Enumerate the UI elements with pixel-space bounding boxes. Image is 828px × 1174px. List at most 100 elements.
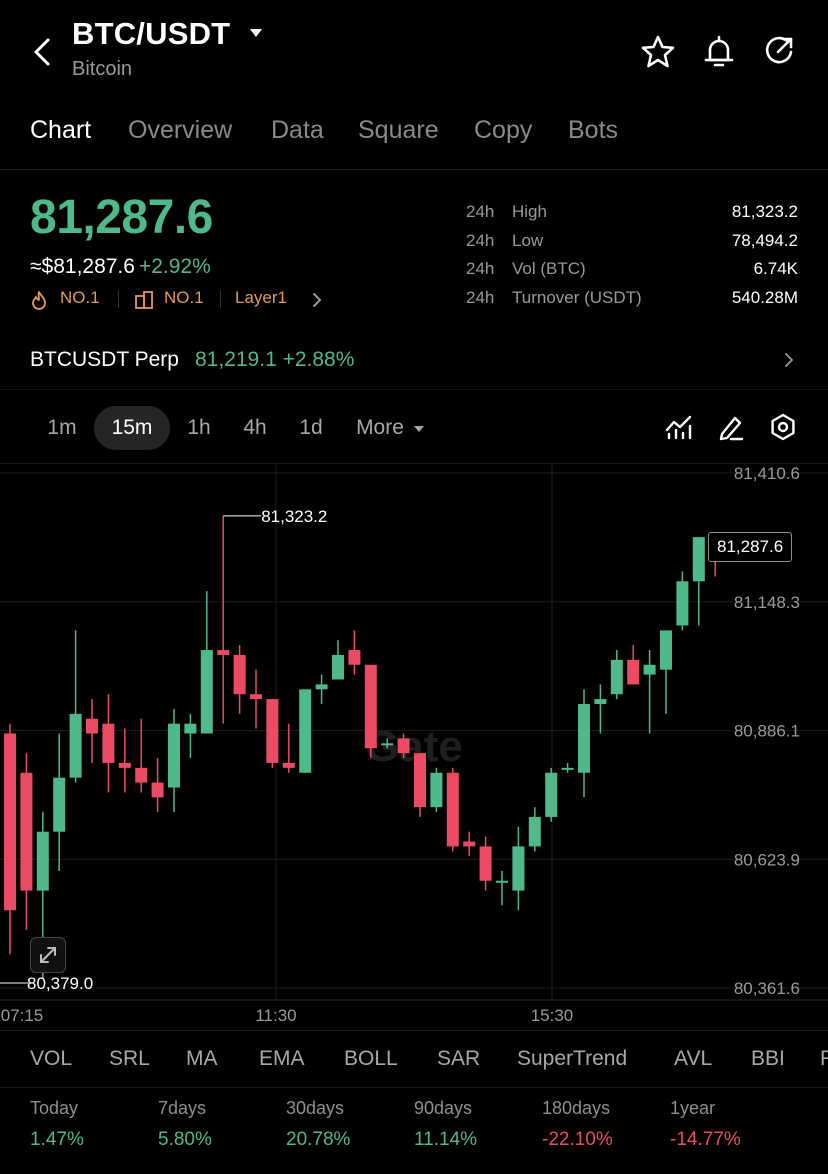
tab-data[interactable]: Data (271, 116, 324, 144)
timeframe-1d[interactable]: 1d (299, 416, 323, 439)
candle-body (627, 659, 640, 685)
candle-body (151, 782, 164, 798)
x-tick-label: 15:30 (531, 1006, 574, 1025)
candle-body (282, 762, 295, 768)
candle-body (69, 713, 82, 778)
candle (266, 699, 279, 768)
indicator-sar[interactable]: SAR (437, 1047, 481, 1070)
indicator-ma[interactable]: MA (186, 1047, 218, 1070)
candle (4, 723, 16, 955)
perp-row[interactable]: BTCUSDT Perp 81,219.1 +2.88% (0, 330, 828, 390)
performance-label: 180days (542, 1098, 611, 1118)
candles (4, 515, 722, 979)
expand-icon[interactable] (30, 937, 66, 973)
tab-bots[interactable]: Bots (568, 116, 619, 144)
y-tick-label: 80,361.6 (734, 979, 800, 998)
rank-tag-sector: NO.1 (164, 288, 204, 307)
stat-row: 24h Vol (BTC) 6.74K (466, 259, 798, 288)
y-tick-label: 80,623.9 (734, 850, 800, 869)
candle (643, 650, 656, 734)
back-icon[interactable] (28, 32, 56, 72)
indicator-more[interactable]: R (820, 1047, 828, 1071)
timeframe-1h[interactable]: 1h (187, 416, 211, 439)
candle-body (692, 537, 705, 582)
candle (20, 753, 33, 930)
tab-square[interactable]: Square (358, 116, 439, 144)
candle-body (446, 772, 459, 847)
candle-body (528, 816, 541, 847)
settings-icon[interactable] (768, 412, 798, 442)
indicator-ema[interactable]: EMA (259, 1047, 305, 1070)
caret-down-icon[interactable] (412, 424, 426, 434)
pair-title[interactable]: BTC/USDT (72, 16, 231, 51)
chart-canvas[interactable]: Gate 81,323.280,379.0 81,410.681,148.380… (0, 465, 828, 1030)
chevron-right-icon (313, 293, 321, 307)
usd-value: ≈$81,287.6 (30, 255, 135, 278)
candle (118, 728, 131, 793)
tag-divider (220, 290, 221, 308)
candle (610, 650, 623, 700)
stat-value: 78,494.2 (731, 230, 798, 250)
price-change: +2.92% (138, 255, 211, 278)
candle-body (660, 630, 672, 670)
candle (200, 591, 213, 734)
candle (414, 753, 426, 817)
stat-period: 24h (466, 230, 495, 250)
candle (217, 515, 230, 724)
candle (578, 689, 590, 798)
tab-chart[interactable]: Chart (30, 116, 92, 144)
candle (53, 733, 66, 871)
star-icon[interactable] (640, 34, 676, 70)
timeframe-15m[interactable]: 15m (94, 406, 170, 450)
candle (528, 807, 541, 852)
share-icon[interactable] (761, 34, 797, 70)
draw-pen-icon[interactable] (716, 412, 746, 442)
candle (496, 870, 508, 906)
performance-label: 7days (158, 1098, 207, 1118)
candle-body (348, 650, 361, 665)
stat-value: 6.74K (753, 259, 798, 278)
indicator-avl[interactable]: AVL (674, 1047, 713, 1070)
performance-label: Today (30, 1098, 79, 1118)
indicator-vol[interactable]: VOL (30, 1047, 73, 1070)
last-price: 81,287.6 (30, 191, 213, 244)
rank-tag-hot: NO.1 (60, 288, 100, 307)
timeframe-more[interactable]: More (356, 416, 404, 439)
timeframe-1m[interactable]: 1m (47, 416, 77, 439)
indicator-supertrend[interactable]: SuperTrend (517, 1047, 628, 1070)
candle-body (676, 581, 689, 626)
candlestick-chart[interactable]: Gate 81,323.2 80,379.0 81,410.6 81,148.3 80… (0, 465, 828, 1030)
candle (168, 708, 180, 813)
performance-label: 30days (286, 1098, 345, 1118)
indicator-srl[interactable]: SRL (109, 1047, 150, 1070)
x-tick-label: 11:30 (255, 1006, 296, 1025)
timeframe-4h[interactable]: 4h (243, 416, 267, 439)
indicator-icon[interactable] (664, 412, 694, 442)
performance-30days: 30days 20.78% (286, 1098, 350, 1151)
candle (463, 831, 476, 857)
candle-body (364, 664, 377, 749)
candle-body (479, 846, 492, 881)
bell-icon[interactable] (701, 34, 737, 70)
performance-value: 5.80% (158, 1129, 212, 1150)
performance-value: 20.78% (286, 1129, 351, 1150)
stat-period: 24h (466, 259, 495, 278)
performance-value: 1.47% (30, 1129, 84, 1150)
candle-body (463, 841, 476, 847)
tab-copy[interactable]: Copy (474, 116, 533, 144)
flame-icon (32, 291, 46, 310)
candle-body (4, 733, 16, 911)
tab-overview[interactable]: Overview (128, 116, 233, 144)
perp-name: BTCUSDT Perp (30, 348, 179, 371)
y-tick-label: 81,410.6 (734, 465, 800, 483)
candle-body (184, 723, 197, 734)
category-tag: Layer1 (235, 288, 287, 307)
caret-down-icon[interactable] (248, 26, 264, 40)
candle-body (36, 831, 49, 891)
stat-label: Low (512, 230, 544, 250)
candle-body (118, 762, 131, 768)
indicator-boll[interactable]: BOLL (344, 1047, 398, 1070)
indicator-bbi[interactable]: BBI (751, 1047, 785, 1070)
candle-body (200, 650, 213, 734)
performance-1year: 1year -14.77% (670, 1098, 741, 1151)
